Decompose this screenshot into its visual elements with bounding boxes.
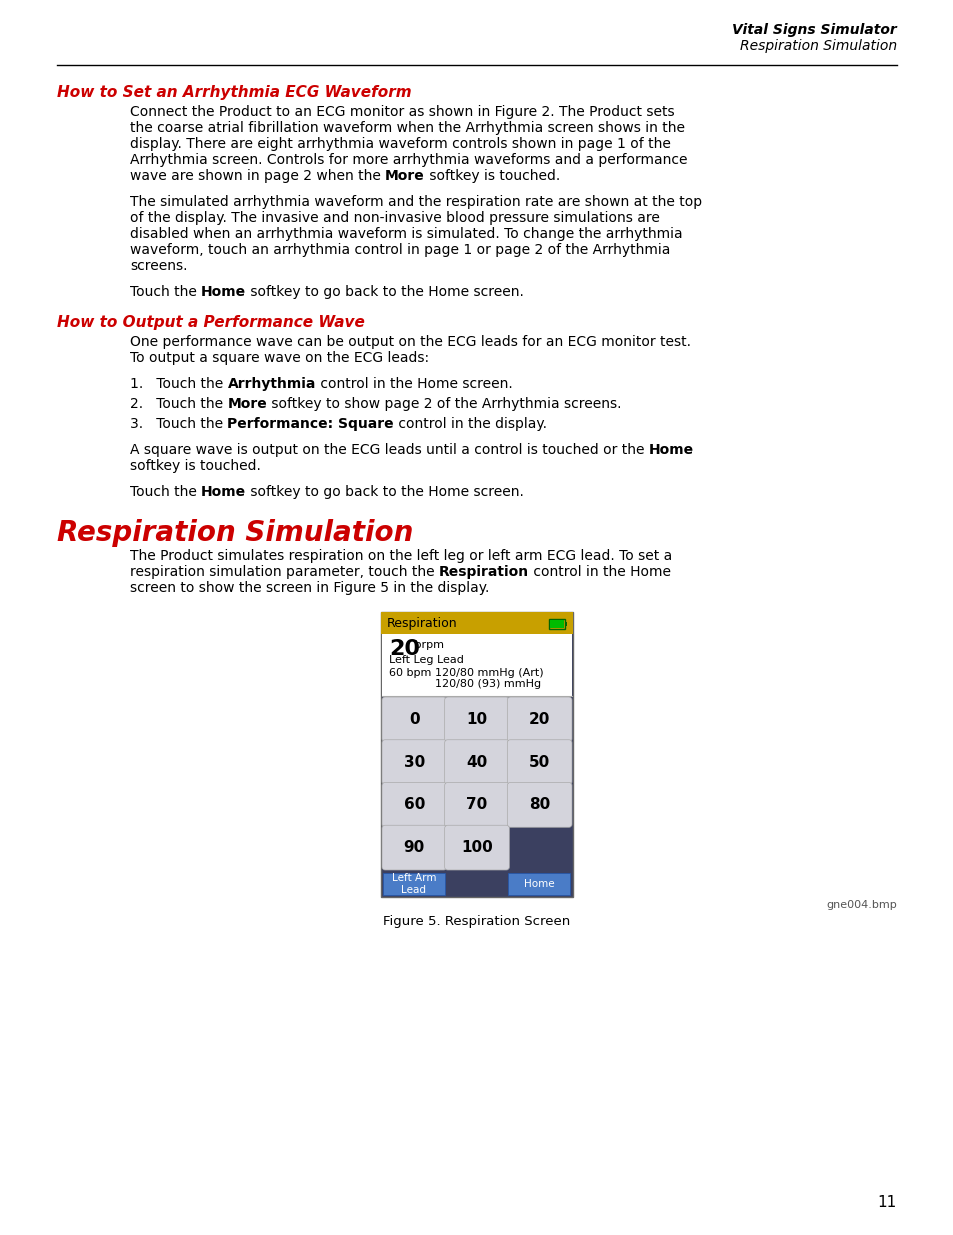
Text: A square wave is output on the ECG leads until a control is touched or the: A square wave is output on the ECG leads… (130, 443, 648, 457)
Text: Home: Home (523, 879, 554, 889)
Text: 10: 10 (466, 711, 487, 727)
Text: 80: 80 (529, 798, 550, 813)
Text: One performance wave can be output on the ECG leads for an ECG monitor test.: One performance wave can be output on th… (130, 335, 690, 350)
Text: Arrhythmia: Arrhythmia (228, 377, 315, 391)
FancyBboxPatch shape (381, 740, 446, 784)
Text: How to Set an Arrhythmia ECG Waveform: How to Set an Arrhythmia ECG Waveform (57, 85, 411, 100)
Text: softkey is touched.: softkey is touched. (424, 169, 559, 183)
Text: Respiration: Respiration (438, 564, 529, 579)
Text: 3.   Touch the: 3. Touch the (130, 417, 227, 431)
Text: the coarse atrial fibrillation waveform when the Arrhythmia screen shows in the: the coarse atrial fibrillation waveform … (130, 121, 684, 135)
Text: 120/80 mmHg (Art): 120/80 mmHg (Art) (435, 668, 543, 678)
Text: How to Output a Performance Wave: How to Output a Performance Wave (57, 315, 364, 330)
Text: 120/80 (93) mmHg: 120/80 (93) mmHg (435, 679, 540, 689)
Text: Respiration: Respiration (387, 616, 457, 630)
Text: 20: 20 (528, 711, 550, 727)
Text: 60 bpm: 60 bpm (389, 668, 431, 678)
Text: screens.: screens. (130, 259, 188, 273)
Text: control in the display.: control in the display. (394, 417, 547, 431)
Text: Respiration Simulation: Respiration Simulation (57, 519, 413, 547)
Text: Left Leg Lead: Left Leg Lead (389, 655, 463, 664)
Text: 11: 11 (877, 1195, 896, 1210)
Text: Touch the: Touch the (130, 485, 201, 499)
Text: Respiration Simulation: Respiration Simulation (740, 40, 896, 53)
FancyBboxPatch shape (507, 697, 572, 742)
Text: Vital Signs Simulator: Vital Signs Simulator (732, 23, 896, 37)
Text: disabled when an arrhythmia waveform is simulated. To change the arrhythmia: disabled when an arrhythmia waveform is … (130, 227, 682, 241)
FancyBboxPatch shape (444, 825, 509, 869)
Text: The simulated arrhythmia waveform and the respiration rate are shown at the top: The simulated arrhythmia waveform and th… (130, 195, 701, 209)
Text: Connect the Product to an ECG monitor as shown in Figure 2. The Product sets: Connect the Product to an ECG monitor as… (130, 105, 674, 119)
Text: 40: 40 (466, 755, 487, 769)
Text: 60: 60 (403, 798, 425, 813)
FancyBboxPatch shape (507, 783, 572, 827)
FancyBboxPatch shape (380, 613, 573, 897)
Text: respiration simulation parameter, touch the: respiration simulation parameter, touch … (130, 564, 438, 579)
Text: 100: 100 (460, 840, 493, 855)
Text: Touch the: Touch the (130, 285, 201, 299)
Text: control in the Home: control in the Home (529, 564, 670, 579)
Text: 1.   Touch the: 1. Touch the (130, 377, 228, 391)
FancyBboxPatch shape (381, 783, 446, 827)
Text: Home: Home (648, 443, 693, 457)
FancyBboxPatch shape (381, 825, 446, 869)
Text: Left Arm
Lead: Left Arm Lead (391, 873, 436, 895)
FancyBboxPatch shape (381, 697, 446, 742)
Text: 90: 90 (403, 840, 424, 855)
Text: screen to show the screen in Figure 5 in the display.: screen to show the screen in Figure 5 in… (130, 580, 489, 595)
FancyBboxPatch shape (507, 740, 572, 784)
Text: control in the Home screen.: control in the Home screen. (315, 377, 512, 391)
Text: 50: 50 (529, 755, 550, 769)
Text: gne004.bmp: gne004.bmp (825, 900, 896, 910)
Text: 2.   Touch the: 2. Touch the (130, 396, 227, 411)
Text: 30: 30 (403, 755, 424, 769)
Text: waveform, touch an arrhythmia control in page 1 or page 2 of the Arrhythmia: waveform, touch an arrhythmia control in… (130, 243, 670, 257)
Text: Home: Home (201, 285, 246, 299)
FancyBboxPatch shape (380, 613, 573, 634)
Text: More: More (385, 169, 424, 183)
Text: display. There are eight arrhythmia waveform controls shown in page 1 of the: display. There are eight arrhythmia wave… (130, 137, 670, 151)
FancyBboxPatch shape (444, 697, 509, 742)
Text: wave are shown in page 2 when the: wave are shown in page 2 when the (130, 169, 385, 183)
Text: The Product simulates respiration on the left leg or left arm ECG lead. To set a: The Product simulates respiration on the… (130, 550, 672, 563)
Text: softkey to show page 2 of the Arrhythmia screens.: softkey to show page 2 of the Arrhythmia… (267, 396, 621, 411)
Text: To output a square wave on the ECG leads:: To output a square wave on the ECG leads… (130, 351, 429, 366)
Text: More: More (227, 396, 267, 411)
FancyBboxPatch shape (508, 873, 569, 895)
FancyBboxPatch shape (444, 740, 509, 784)
FancyBboxPatch shape (382, 873, 444, 895)
FancyBboxPatch shape (564, 622, 566, 626)
Text: softkey to go back to the Home screen.: softkey to go back to the Home screen. (246, 485, 524, 499)
Text: softkey to go back to the Home screen.: softkey to go back to the Home screen. (246, 285, 524, 299)
Text: 0: 0 (409, 711, 419, 727)
Text: of the display. The invasive and non-invasive blood pressure simulations are: of the display. The invasive and non-inv… (130, 211, 659, 225)
Text: brpm: brpm (411, 640, 443, 650)
Text: Figure 5. Respiration Screen: Figure 5. Respiration Screen (383, 915, 570, 927)
Text: 20: 20 (389, 638, 419, 659)
FancyBboxPatch shape (550, 620, 563, 629)
FancyBboxPatch shape (444, 783, 509, 827)
Text: Home: Home (201, 485, 246, 499)
Text: Arrhythmia screen. Controls for more arrhythmia waveforms and a performance: Arrhythmia screen. Controls for more arr… (130, 153, 687, 167)
Text: 70: 70 (466, 798, 487, 813)
Text: softkey is touched.: softkey is touched. (130, 459, 260, 473)
Text: Performance: Square: Performance: Square (227, 417, 394, 431)
FancyBboxPatch shape (381, 634, 572, 697)
